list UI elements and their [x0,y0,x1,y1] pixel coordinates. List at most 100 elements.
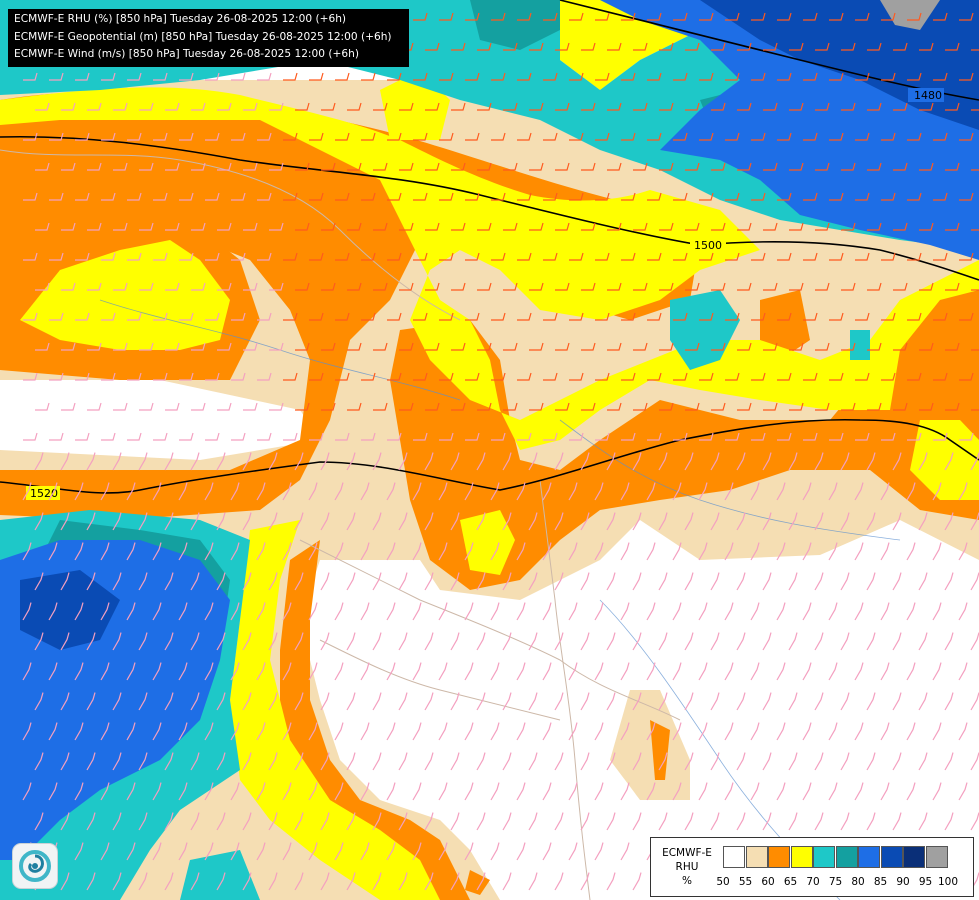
wind-barb [673,252,688,261]
wind-barb [439,372,454,381]
wind-barb [282,482,292,501]
wind-barb [138,752,148,771]
wind-barb [658,812,668,831]
wind-barb [933,432,948,441]
wind-barb [945,102,960,111]
wind-barb [74,542,84,561]
wind-barb [165,402,180,411]
wind-barb [204,542,214,561]
wind-barb [294,692,304,711]
wind-barb [309,372,324,381]
wind-barb [632,632,642,651]
wind-barb [216,512,226,531]
wind-barb [503,42,518,51]
wind-barb [101,192,116,201]
wind-barb [699,72,714,81]
wind-barb [438,482,448,501]
wind-barb [633,222,648,231]
wind-barb [919,162,934,171]
wind-barb [647,252,662,261]
wind-barb [777,312,792,321]
wind-barb [100,722,110,741]
wind-barb [424,632,434,651]
wind-barb [606,572,616,591]
wind-barb [711,102,726,111]
wind-barb [815,402,830,411]
wind-barb [762,752,772,771]
wind-barb [179,252,194,261]
wind-barb [841,342,856,351]
wind-barb [659,102,674,111]
wind-barb [789,162,804,171]
wind-barb [465,132,480,141]
wind-barb [880,482,890,501]
wind-barb [944,692,954,711]
wind-barb [621,12,636,21]
wind-barb [152,842,162,861]
wind-barb [153,432,168,441]
wind-barb [165,102,180,111]
wind-barb [815,42,830,51]
wind-barb [725,312,740,321]
wind-barb [659,282,674,291]
wind-barb [35,402,50,411]
wind-barb [295,402,310,411]
wind-barb [944,512,954,531]
wind-barb [673,12,688,21]
wind-barb [595,132,610,141]
wind-barb [516,842,526,861]
wind-barb [543,132,558,141]
wind-barb [554,452,564,471]
wind-barb [295,102,310,111]
wind-barb [932,602,942,621]
wind-barb [815,282,830,291]
wind-barb [789,402,804,411]
wind-barb [86,752,96,771]
wind-barb [179,192,194,201]
wind-barb [101,312,116,321]
wind-barb [373,342,388,351]
wind-barb [23,372,38,381]
wind-barb [789,222,804,231]
wind-barb [672,542,682,561]
wind-barb [75,432,90,441]
wind-barb [101,252,116,261]
wind-barb [814,512,824,531]
wind-barb [855,252,870,261]
wind-barb [320,452,330,471]
wind-barb [516,662,526,681]
wind-barb [815,222,830,231]
wind-barb [594,662,604,681]
wind-barb [647,432,662,441]
wind-barb [242,632,252,651]
wind-barb [621,312,636,321]
wind-barb [424,752,434,771]
wind-barb [320,752,330,771]
wind-barb [685,282,700,291]
wind-barb [647,12,662,21]
wind-barb [138,872,148,891]
wind-barb [777,432,792,441]
wind-barb [139,402,154,411]
legend-tick-90: 90 [896,876,910,888]
wind-barb [269,162,284,171]
rhu-95-band [880,0,940,30]
wind-barb [711,282,726,291]
wind-barb [282,542,292,561]
wind-barb [555,282,570,291]
wind-barb [205,312,220,321]
wind-barb [646,662,656,681]
wind-barb [881,312,896,321]
wind-barb [893,402,908,411]
wind-barb [906,602,916,621]
wind-barb [815,162,830,171]
wind-barb [932,722,942,741]
wind-barb [971,349,979,351]
wind-barb [242,572,252,591]
wind-barb [399,102,414,111]
wind-barb [594,782,604,801]
wind-barb [724,782,734,801]
wind-barb [762,632,772,651]
wind-barb [568,602,578,621]
wind-barb [424,452,434,471]
